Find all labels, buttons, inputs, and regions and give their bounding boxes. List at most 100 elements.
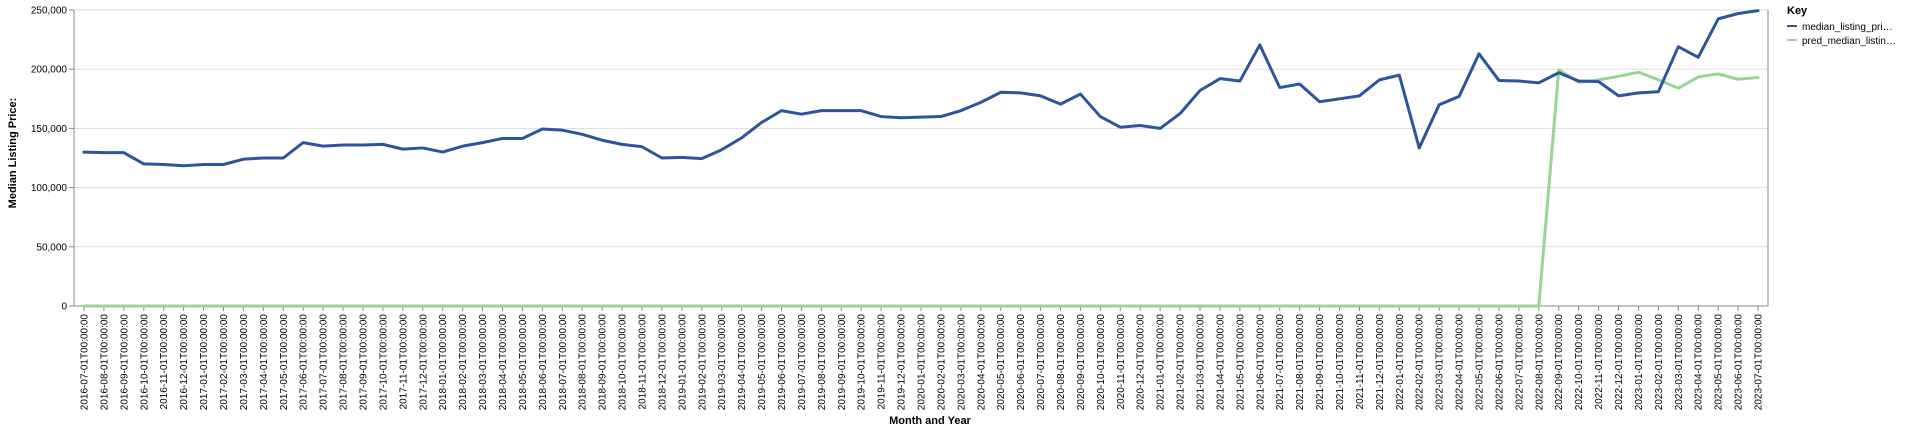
x-tick-label: 2016-10-01T00:00:00 xyxy=(139,314,150,411)
x-tick-label: 2017-01-01T00:00:00 xyxy=(199,314,210,411)
x-tick-label: 2019-09-01T00:00:00 xyxy=(837,314,848,411)
x-tick-label: 2022-06-01T00:00:00 xyxy=(1494,314,1505,411)
x-tick-label: 2021-05-01T00:00:00 xyxy=(1235,314,1246,411)
x-tick-label: 2020-11-01T00:00:00 xyxy=(1116,314,1127,410)
x-tick-label: 2017-12-01T00:00:00 xyxy=(418,314,429,411)
x-tick-label: 2021-09-01T00:00:00 xyxy=(1315,314,1326,411)
x-tick-label: 2023-05-01T00:00:00 xyxy=(1714,314,1725,411)
x-tick-label: 2021-10-01T00:00:00 xyxy=(1335,314,1346,411)
x-tick-label: 2019-02-01T00:00:00 xyxy=(697,314,708,411)
x-tick-label: 2016-09-01T00:00:00 xyxy=(119,314,130,411)
x-tick-label: 2023-04-01T00:00:00 xyxy=(1694,314,1705,411)
x-tick-label: 2023-01-01T00:00:00 xyxy=(1634,314,1645,411)
x-tick-label: 2020-10-01T00:00:00 xyxy=(1096,314,1107,411)
x-tick-label: 2022-04-01T00:00:00 xyxy=(1455,314,1466,411)
x-tick-label: 2017-02-01T00:00:00 xyxy=(219,314,230,411)
x-tick-label: 2022-11-01T00:00:00 xyxy=(1594,314,1605,410)
x-tick-label: 2023-02-01T00:00:00 xyxy=(1654,314,1665,411)
x-tick-label: 2017-05-01T00:00:00 xyxy=(279,314,290,411)
x-tick-label: 2019-08-01T00:00:00 xyxy=(817,314,828,411)
x-tick-label: 2018-08-01T00:00:00 xyxy=(578,314,589,411)
x-tick-label: 2023-06-01T00:00:00 xyxy=(1734,314,1745,411)
x-tick-label: 2019-05-01T00:00:00 xyxy=(757,314,768,411)
x-tick-label: 2018-05-01T00:00:00 xyxy=(518,314,529,411)
x-tick-label: 2018-04-01T00:00:00 xyxy=(498,314,509,411)
x-tick-label: 2022-07-01T00:00:00 xyxy=(1514,314,1525,411)
x-tick-label: 2018-01-01T00:00:00 xyxy=(438,314,449,411)
x-tick-label: 2022-03-01T00:00:00 xyxy=(1435,314,1446,411)
x-tick-label: 2021-01-01T00:00:00 xyxy=(1156,314,1167,411)
x-tick-label: 2018-09-01T00:00:00 xyxy=(598,314,609,411)
series-lines xyxy=(82,9,1760,308)
x-tick-label: 2019-01-01T00:00:00 xyxy=(677,314,688,411)
x-tick-label: 2017-10-01T00:00:00 xyxy=(378,314,389,411)
x-tick-label: 2020-07-01T00:00:00 xyxy=(1036,314,1047,411)
x-tick-label: 2019-03-01T00:00:00 xyxy=(717,314,728,411)
y-axis: 0 50,000 100,000 150,000 200,000 250,000 xyxy=(31,6,75,313)
x-tick-label: 2017-03-01T00:00:00 xyxy=(239,314,250,411)
x-tick-label: 2020-06-01T00:00:00 xyxy=(1016,314,1027,411)
x-tick-label: 2021-06-01T00:00:00 xyxy=(1255,314,1266,411)
x-tick-label: 2019-07-01T00:00:00 xyxy=(797,314,808,411)
x-axis-title: Month and Year xyxy=(889,415,971,427)
series-line-median-listing-price xyxy=(82,9,1760,168)
x-tick-label: 2020-03-01T00:00:00 xyxy=(956,314,967,411)
x-tick-label: 2022-12-01T00:00:00 xyxy=(1614,314,1625,411)
x-tick-label: 2018-03-01T00:00:00 xyxy=(478,314,489,411)
y-tick-label: 150,000 xyxy=(31,124,68,135)
legend-title: Key xyxy=(1787,5,1808,17)
x-tick-label: 2018-11-01T00:00:00 xyxy=(637,314,648,410)
legend: Key median_listing_pri… pred_median_list… xyxy=(1787,5,1896,47)
x-tick-label: 2020-09-01T00:00:00 xyxy=(1076,314,1087,411)
x-tick-label: 2021-04-01T00:00:00 xyxy=(1215,314,1226,411)
x-tick-label: 2017-08-01T00:00:00 xyxy=(339,314,350,411)
x-tick-label: 2016-08-01T00:00:00 xyxy=(99,314,110,411)
x-tick-label: 2018-06-01T00:00:00 xyxy=(538,314,549,411)
x-tick-label: 2021-07-01T00:00:00 xyxy=(1275,314,1286,411)
x-tick-label: 2017-09-01T00:00:00 xyxy=(358,314,369,411)
x-tick-label: 2019-06-01T00:00:00 xyxy=(777,314,788,411)
x-tick-label: 2021-02-01T00:00:00 xyxy=(1176,314,1187,411)
x-tick-label: 2022-01-01T00:00:00 xyxy=(1395,314,1406,411)
x-tick-label: 2020-01-01T00:00:00 xyxy=(917,314,928,411)
x-tick-label: 2017-04-01T00:00:00 xyxy=(259,314,270,411)
y-tick-label: 0 xyxy=(61,302,67,313)
x-axis: 2016-07-01T00:00:00 2016-08-01T00:00:00 20… xyxy=(74,10,1769,411)
x-tick-label: 2021-08-01T00:00:00 xyxy=(1295,314,1306,411)
x-tick-label: 2021-11-01T00:00:00 xyxy=(1355,314,1366,410)
x-tick-label: 2022-08-01T00:00:00 xyxy=(1534,314,1545,411)
x-tick-label: 2017-06-01T00:00:00 xyxy=(299,314,310,411)
legend-label-median: median_listing_pri… xyxy=(1802,22,1893,33)
x-tick-label: 2018-12-01T00:00:00 xyxy=(657,314,668,411)
x-tick-label: 2019-04-01T00:00:00 xyxy=(737,314,748,411)
y-tick-label: 50,000 xyxy=(36,242,67,253)
y-tick-label: 100,000 xyxy=(31,183,68,194)
x-tick-label: 2019-10-01T00:00:00 xyxy=(857,314,868,411)
x-tick-label: 2022-10-01T00:00:00 xyxy=(1574,314,1585,411)
x-tick-label: 2018-07-01T00:00:00 xyxy=(558,314,569,411)
x-tick-label: 2018-02-01T00:00:00 xyxy=(458,314,469,411)
x-tick-label: 2020-08-01T00:00:00 xyxy=(1056,314,1067,411)
x-tick-label: 2016-12-01T00:00:00 xyxy=(179,314,190,411)
x-tick-label: 2023-07-01T00:00:00 xyxy=(1754,314,1765,411)
x-tick-label: 2020-05-01T00:00:00 xyxy=(996,314,1007,411)
x-tick-label: 2019-12-01T00:00:00 xyxy=(897,314,908,411)
x-tick-label: 2021-12-01T00:00:00 xyxy=(1375,314,1386,411)
x-tick-label: 2022-05-01T00:00:00 xyxy=(1475,314,1486,411)
x-tick-label: 2017-07-01T00:00:00 xyxy=(319,314,330,411)
x-tick-label: 2021-03-01T00:00:00 xyxy=(1196,314,1207,411)
x-tick-label: 2022-02-01T00:00:00 xyxy=(1415,314,1426,411)
x-tick-label: 2020-04-01T00:00:00 xyxy=(976,314,987,411)
x-tick-label: 2016-07-01T00:00:00 xyxy=(79,314,90,411)
legend-label-pred: pred_median_listin… xyxy=(1802,36,1896,47)
series-line-pred-median-listing-price xyxy=(82,68,1760,308)
gridlines xyxy=(74,9,1768,307)
x-tick-label: 2020-02-01T00:00:00 xyxy=(936,314,947,411)
x-tick-label: 2022-09-01T00:00:00 xyxy=(1554,314,1565,411)
y-tick-label: 250,000 xyxy=(31,6,68,17)
x-tick-label: 2023-03-01T00:00:00 xyxy=(1674,314,1685,411)
y-tick-label: 200,000 xyxy=(31,65,68,76)
x-tick-label: 2020-12-01T00:00:00 xyxy=(1136,314,1147,411)
x-tick-label: 2016-11-01T00:00:00 xyxy=(159,314,170,410)
